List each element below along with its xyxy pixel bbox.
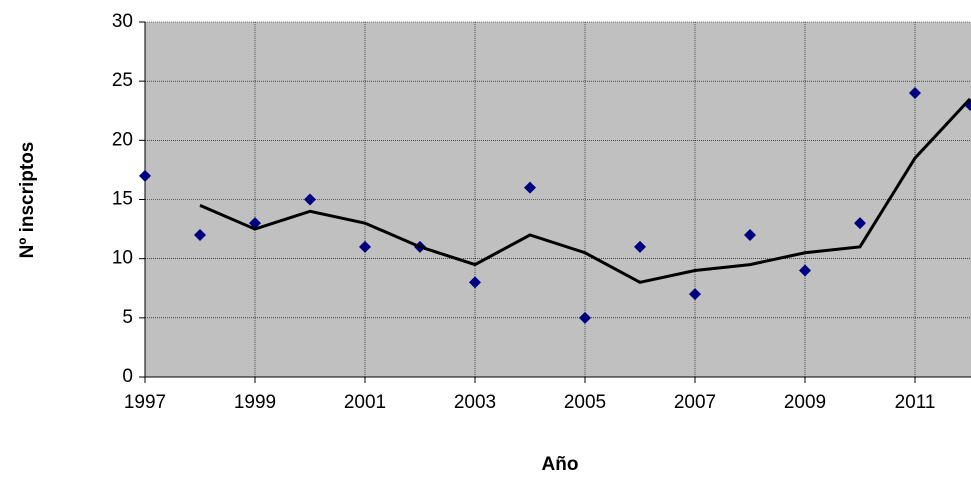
data-point: [579, 311, 591, 324]
x-tick-label: 1997: [124, 392, 166, 413]
data-point: [469, 276, 481, 289]
data-point: [689, 288, 701, 301]
y-axis-title: Nº inscriptos: [17, 142, 38, 259]
data-point: [854, 217, 866, 230]
data-point: [909, 87, 921, 99]
data-point: [139, 169, 151, 182]
data-point: [194, 229, 206, 241]
y-tick-label: 10: [112, 248, 133, 269]
y-tick-label: 30: [112, 11, 133, 32]
x-tick-label: 2001: [344, 392, 386, 413]
x-tick-label: 2011: [895, 392, 936, 413]
x-tick-label: 2007: [674, 392, 716, 413]
x-axis-title: Año: [542, 454, 579, 475]
y-tick-label: 0: [122, 366, 133, 387]
y-tick-label: 20: [112, 129, 133, 150]
data-point: [634, 240, 646, 253]
x-tick-label: 2003: [454, 392, 496, 413]
y-tick-label: 5: [122, 307, 133, 328]
y-tick-label: 15: [112, 189, 133, 210]
data-point: [304, 193, 316, 206]
trend-line: [199, 97, 971, 284]
data-point: [359, 240, 371, 253]
data-point: [524, 181, 536, 194]
data-point: [744, 229, 756, 241]
x-tick-label: 1999: [234, 392, 276, 413]
x-tick-label: 2009: [784, 392, 826, 413]
x-tick-label: 2005: [564, 392, 606, 413]
data-point: [799, 264, 811, 277]
y-tick-label: 25: [112, 70, 133, 91]
